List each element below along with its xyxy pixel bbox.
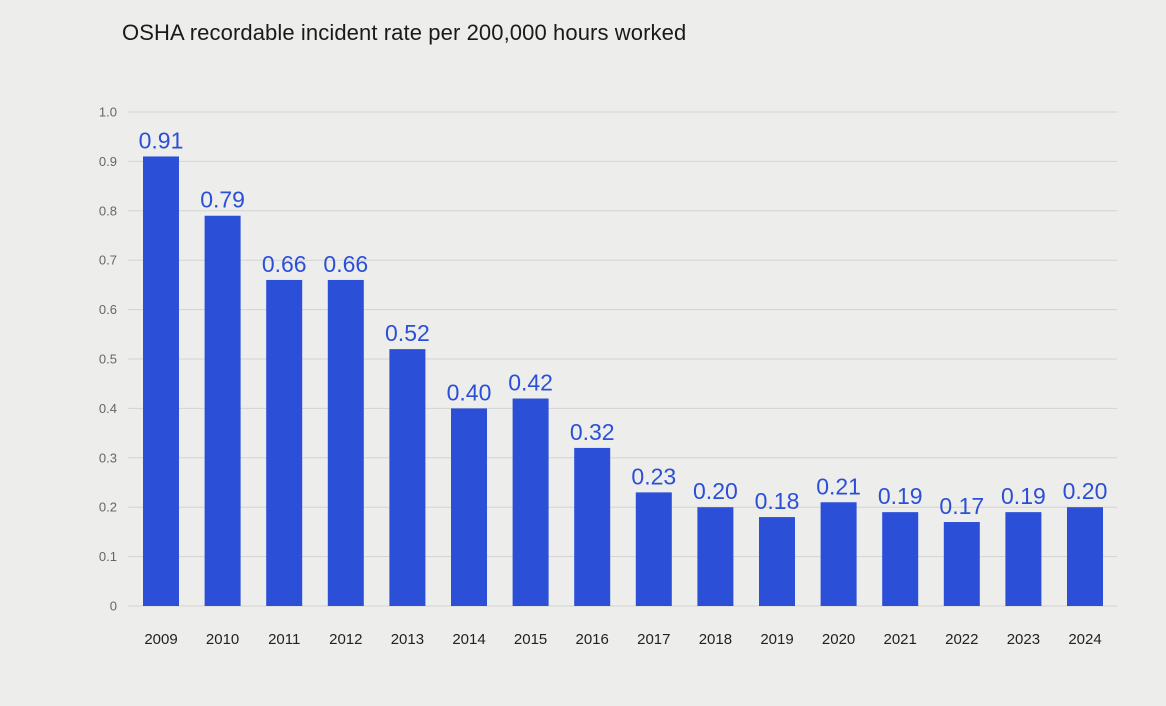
bar (574, 447, 611, 606)
data-label: 0.18 (755, 488, 800, 514)
x-tick-label: 2011 (268, 631, 300, 648)
data-label: 0.66 (262, 251, 307, 277)
bar (143, 156, 179, 606)
y-tick-label: 0.3 (99, 450, 117, 465)
x-tick-label: 2022 (945, 631, 978, 648)
x-axis-ticks: 2009 2010 2011 2012 2013 2014 2015 2016 2017 2018… (144, 631, 1101, 648)
x-tick-label: 2018 (699, 631, 732, 648)
y-tick-label: 1.0 (99, 105, 117, 120)
bar (1067, 507, 1103, 606)
x-tick-label: 2021 (884, 631, 917, 648)
bar (635, 492, 672, 606)
bar (1005, 512, 1042, 606)
data-label: 0.21 (816, 473, 861, 499)
bar (389, 349, 426, 606)
y-axis-ticks: 0 0.1 0.2 0.3 0.4 0.5 0.6 0.7 0.8 0.9 1.0 (99, 105, 117, 614)
bar (759, 517, 795, 606)
chart-title: OSHA recordable incident rate per 200,00… (122, 20, 687, 45)
data-label: 0.20 (1063, 478, 1108, 504)
bar (204, 215, 241, 607)
y-tick-label: 0 (110, 599, 117, 614)
bars (143, 156, 1103, 607)
y-tick-label: 0.6 (99, 302, 117, 317)
data-label: 0.19 (878, 483, 923, 509)
x-tick-label: 2013 (391, 631, 424, 648)
y-tick-label: 0.1 (99, 549, 117, 564)
data-label: 0.66 (323, 251, 368, 277)
data-label: 0.40 (447, 379, 492, 405)
bar (820, 502, 857, 606)
bar (512, 398, 549, 606)
data-label: 0.91 (139, 127, 184, 153)
x-tick-label: 2010 (206, 631, 239, 648)
x-tick-label: 2020 (822, 631, 855, 648)
y-tick-label: 0.2 (99, 500, 117, 515)
bar (266, 279, 303, 606)
y-tick-label: 0.9 (99, 154, 117, 169)
data-label: 0.17 (939, 493, 984, 519)
data-label: 0.42 (508, 370, 553, 396)
data-label: 0.52 (385, 320, 430, 346)
data-labels: 0.91 0.79 0.66 0.66 0.52 0.40 0.42 0.32 0.23 0.20… (139, 127, 1108, 519)
x-tick-label: 2017 (637, 631, 670, 648)
y-tick-label: 0.7 (99, 253, 117, 268)
x-tick-label: 2023 (1007, 631, 1040, 648)
data-label: 0.23 (631, 463, 676, 489)
bar (697, 507, 734, 606)
x-tick-label: 2024 (1068, 631, 1101, 648)
bar (882, 512, 919, 606)
x-tick-label: 2015 (514, 631, 547, 648)
y-tick-label: 0.5 (99, 352, 117, 367)
bar (943, 522, 980, 606)
x-tick-label: 2012 (329, 631, 362, 648)
x-tick-label: 2019 (760, 631, 793, 648)
x-tick-label: 2014 (452, 631, 485, 648)
x-tick-label: 2009 (144, 631, 177, 648)
y-tick-label: 0.4 (99, 401, 117, 416)
data-label: 0.19 (1001, 483, 1046, 509)
data-label: 0.79 (200, 187, 245, 213)
data-label: 0.32 (570, 419, 615, 445)
bar (451, 408, 487, 606)
bar (327, 279, 364, 606)
x-tick-label: 2016 (576, 631, 609, 648)
y-tick-label: 0.8 (99, 203, 117, 218)
data-label: 0.20 (693, 478, 738, 504)
